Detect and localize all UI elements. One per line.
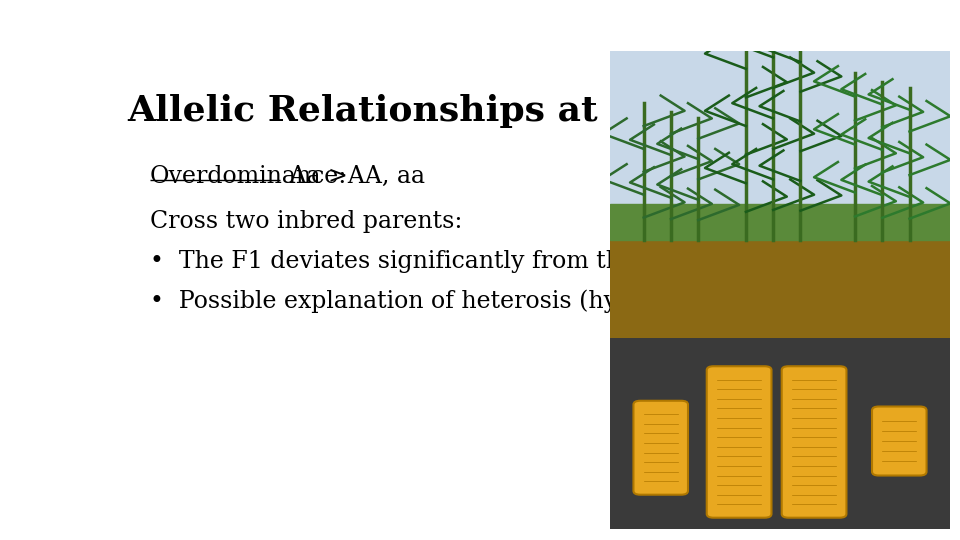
Text: Aa >AA, aa: Aa >AA, aa <box>282 165 425 187</box>
Text: B73: B73 <box>882 362 915 377</box>
FancyBboxPatch shape <box>707 366 772 518</box>
Bar <box>610 204 950 240</box>
FancyBboxPatch shape <box>634 401 688 495</box>
Text: F: F <box>770 361 780 376</box>
Text: 1: 1 <box>780 372 788 382</box>
FancyBboxPatch shape <box>872 407 926 476</box>
Text: •  The F1 deviates significantly from the “high” parent.: • The F1 deviates significantly from the… <box>150 250 814 273</box>
Text: Mo17: Mo17 <box>636 362 684 377</box>
Bar <box>610 219 950 356</box>
Text: Overdominance:: Overdominance: <box>150 165 347 187</box>
Bar <box>610 51 950 234</box>
Text: Cross two inbred parents:: Cross two inbred parents: <box>150 210 462 233</box>
Text: Allelic Relationships at a locus: Allelic Relationships at a locus <box>127 94 753 128</box>
FancyBboxPatch shape <box>781 366 847 518</box>
Text: •  Possible explanation of heterosis (hybrid vigor): • Possible explanation of heterosis (hyb… <box>150 289 744 313</box>
